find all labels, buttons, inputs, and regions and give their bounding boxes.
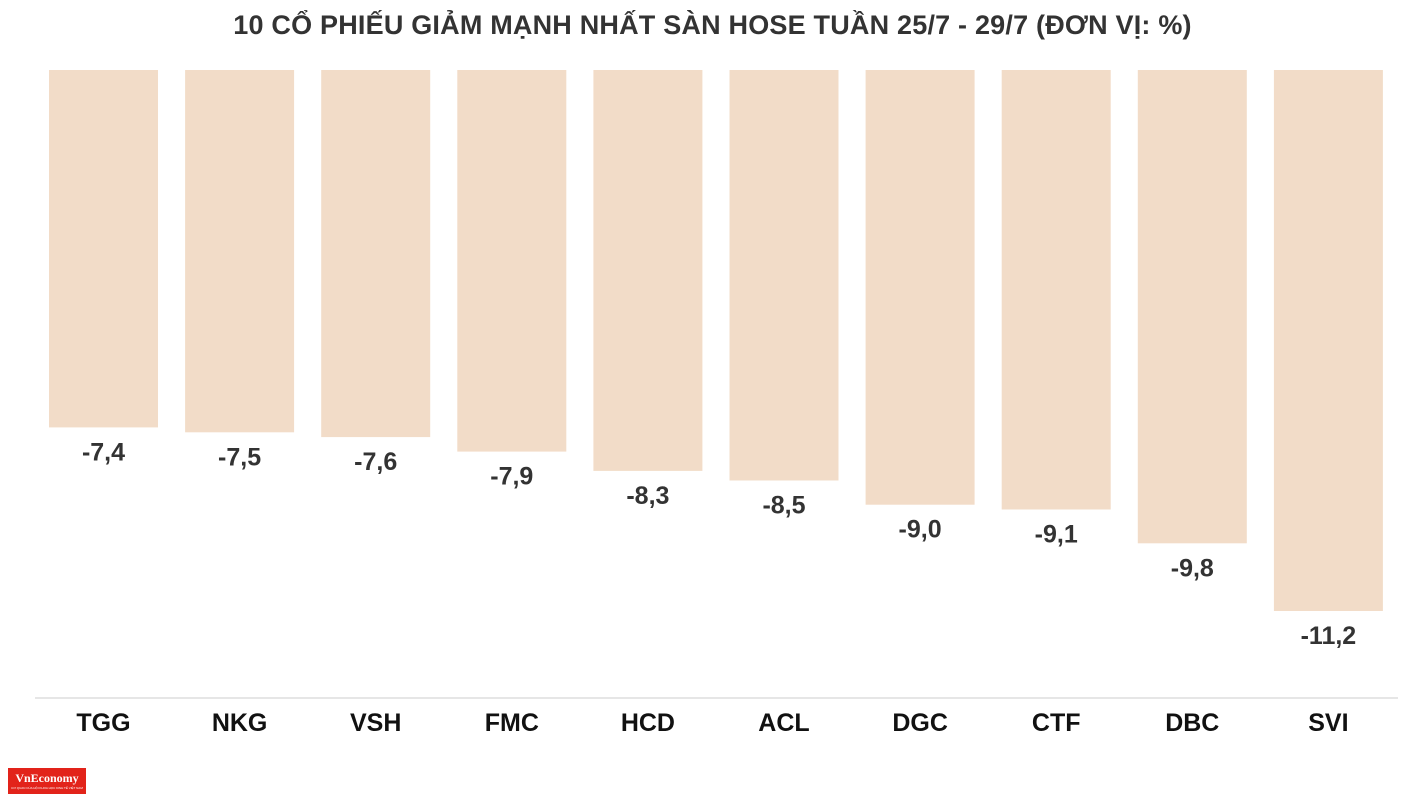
category-label-fmc: FMC [485, 709, 539, 737]
category-label-acl: ACL [758, 709, 809, 737]
value-label-fmc: -7,9 [490, 463, 533, 491]
category-label-tgg: TGG [76, 709, 130, 737]
logo-name: VnEconomy [15, 771, 79, 785]
bar-svi [1273, 70, 1383, 611]
value-label-acl: -8,5 [762, 492, 805, 520]
category-label-vsh: VSH [350, 709, 401, 737]
chart-title: 10 CỔ PHIẾU GIẢM MẠNH NHẤT SÀN HOSE TUẦN… [233, 10, 1192, 40]
bar-dbc [1137, 70, 1247, 544]
value-label-hcd: -8,3 [626, 482, 669, 510]
bar-tgg [49, 70, 158, 428]
bars-group [49, 70, 1383, 611]
value-label-tgg: -7,4 [82, 438, 125, 466]
logo-tagline: CƠ QUAN CỦA HỘI KHOA HỌC KINH TẾ VIỆT NA… [11, 786, 83, 790]
value-label-vsh: -7,6 [354, 448, 397, 476]
bar-ctf [1001, 70, 1111, 510]
value-labels-group: -7,4 -7,5 -7,6 -7,9 -8,3 -8,5 -9,0 -9,1 -9,8 -11,… [82, 438, 1356, 650]
value-label-ctf: -9,1 [1035, 521, 1078, 549]
value-label-svi: -11,2 [1301, 622, 1357, 650]
bar-acl [729, 70, 839, 481]
category-label-svi: SVI [1308, 709, 1348, 737]
bar-dgc [865, 70, 975, 505]
value-label-dbc: -9,8 [1171, 554, 1214, 582]
category-label-nkg: NKG [212, 709, 268, 737]
value-label-nkg: -7,5 [218, 443, 261, 471]
bar-hcd [593, 70, 703, 471]
bar-vsh [321, 70, 431, 438]
category-label-dgc: DGC [892, 709, 948, 737]
bar-fmc [457, 70, 567, 452]
category-label-ctf: CTF [1032, 709, 1081, 737]
bar-nkg [185, 70, 295, 433]
category-label-hcd: HCD [621, 709, 675, 737]
category-labels-group: TGG NKG VSH FMC HCD ACL DGC CTF DBC SVI [76, 709, 1348, 737]
vneconomy-logo: VnEconomy CƠ QUAN CỦA HỘI KHOA HỌC KINH … [8, 768, 86, 794]
category-label-dbc: DBC [1165, 709, 1219, 737]
value-label-dgc: -9,0 [899, 516, 942, 544]
